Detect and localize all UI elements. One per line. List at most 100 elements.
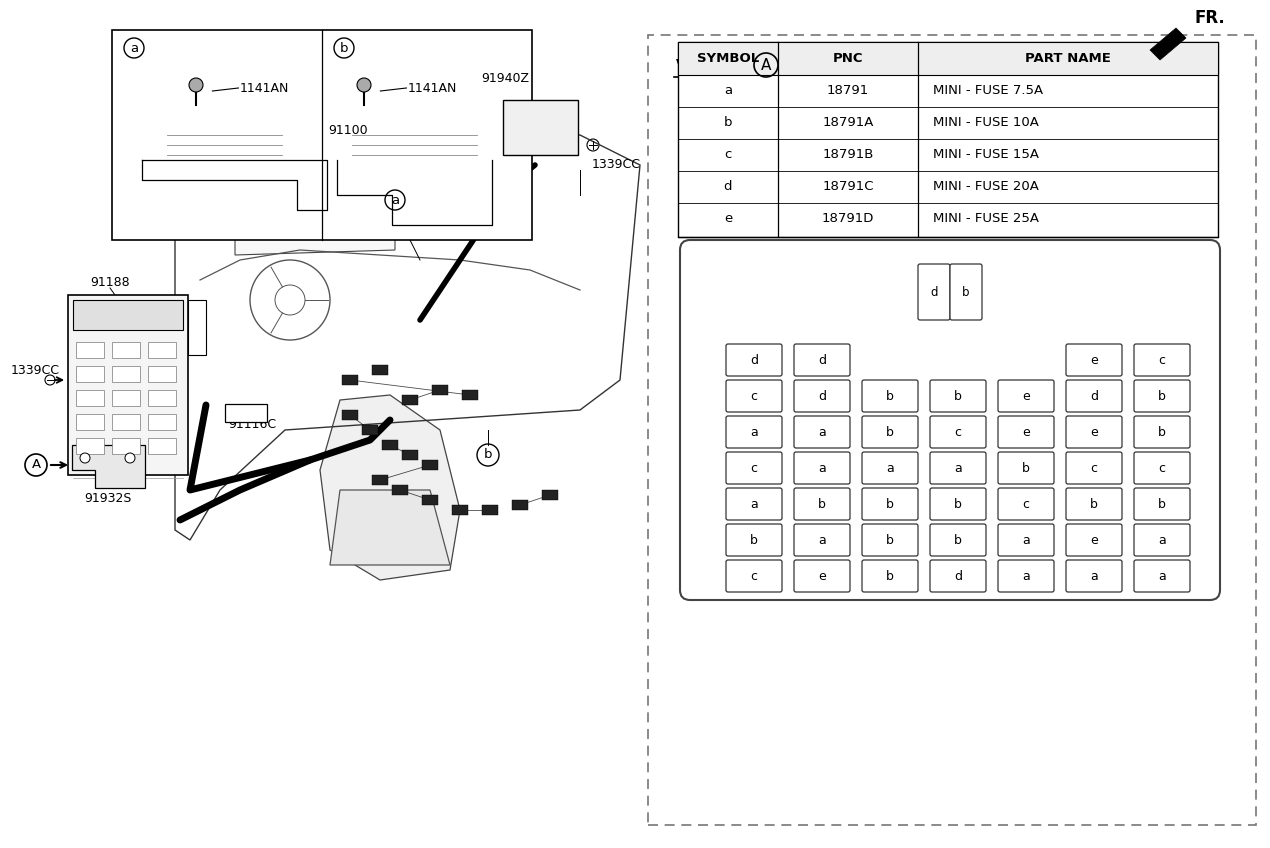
FancyBboxPatch shape	[794, 488, 850, 520]
FancyBboxPatch shape	[1134, 452, 1190, 484]
Circle shape	[189, 78, 203, 92]
Bar	[342, 410, 358, 420]
FancyBboxPatch shape	[930, 560, 986, 592]
Bar	[483, 505, 498, 515]
FancyBboxPatch shape	[726, 452, 782, 484]
Polygon shape	[320, 395, 460, 580]
Text: b: b	[886, 389, 894, 403]
Polygon shape	[235, 168, 395, 255]
Text: A: A	[761, 58, 771, 72]
Text: b: b	[484, 449, 493, 461]
Text: a: a	[391, 193, 399, 207]
Text: c: c	[1158, 461, 1166, 475]
Polygon shape	[1151, 28, 1186, 60]
FancyBboxPatch shape	[950, 264, 982, 320]
Text: MINI - FUSE 15A: MINI - FUSE 15A	[933, 148, 1039, 161]
Circle shape	[357, 78, 371, 92]
Bar	[188, 300, 206, 355]
Text: d: d	[1090, 389, 1099, 403]
Text: a: a	[130, 42, 138, 54]
FancyBboxPatch shape	[1134, 524, 1190, 556]
Bar	[503, 100, 578, 155]
FancyBboxPatch shape	[998, 452, 1054, 484]
Text: SYMBOL: SYMBOL	[697, 52, 759, 65]
Text: d: d	[818, 389, 826, 403]
Bar	[372, 365, 389, 375]
FancyBboxPatch shape	[726, 344, 782, 376]
Text: 1339CC: 1339CC	[10, 364, 60, 377]
Bar	[678, 42, 1218, 237]
Bar	[392, 485, 408, 495]
Bar	[76, 438, 104, 454]
Text: d: d	[724, 181, 733, 193]
Text: PART NAME: PART NAME	[1025, 52, 1111, 65]
Bar	[403, 450, 418, 460]
Text: e: e	[724, 213, 732, 226]
FancyBboxPatch shape	[862, 560, 918, 592]
FancyBboxPatch shape	[726, 524, 782, 556]
Bar	[112, 30, 532, 240]
FancyBboxPatch shape	[679, 240, 1220, 600]
Text: ▮: ▮	[244, 410, 248, 416]
Bar	[462, 390, 478, 400]
Text: d: d	[751, 354, 758, 366]
Text: c: c	[1158, 354, 1166, 366]
FancyBboxPatch shape	[1066, 452, 1121, 484]
Text: c: c	[1022, 498, 1030, 510]
Bar	[382, 440, 398, 450]
Bar	[112, 438, 140, 454]
FancyBboxPatch shape	[862, 488, 918, 520]
Text: a: a	[818, 461, 826, 475]
Bar	[403, 395, 418, 405]
FancyBboxPatch shape	[930, 524, 986, 556]
Text: b: b	[1158, 389, 1166, 403]
Text: MINI - FUSE 10A: MINI - FUSE 10A	[933, 116, 1039, 130]
Circle shape	[124, 453, 135, 463]
Bar	[149, 342, 177, 358]
Text: 91932S: 91932S	[84, 492, 132, 505]
Text: b: b	[340, 42, 348, 54]
Text: b: b	[1158, 498, 1166, 510]
Text: b: b	[886, 426, 894, 438]
Bar	[342, 375, 358, 385]
Bar	[372, 475, 389, 485]
Text: A: A	[32, 459, 41, 471]
Bar	[149, 366, 177, 382]
Bar	[678, 75, 1218, 107]
FancyBboxPatch shape	[1066, 560, 1121, 592]
FancyBboxPatch shape	[862, 380, 918, 412]
Text: 1339CC: 1339CC	[592, 159, 641, 171]
Text: MINI - FUSE 20A: MINI - FUSE 20A	[933, 181, 1039, 193]
Text: e: e	[1090, 354, 1097, 366]
FancyBboxPatch shape	[862, 524, 918, 556]
Text: PNC: PNC	[833, 52, 864, 65]
Text: 91116C: 91116C	[227, 419, 276, 432]
Text: c: c	[1091, 461, 1097, 475]
FancyBboxPatch shape	[794, 416, 850, 448]
FancyBboxPatch shape	[794, 560, 850, 592]
Text: b: b	[954, 389, 961, 403]
Text: b: b	[954, 533, 961, 546]
Text: b: b	[751, 533, 758, 546]
Text: a: a	[818, 533, 826, 546]
Bar	[112, 366, 140, 382]
FancyBboxPatch shape	[998, 416, 1054, 448]
Bar	[678, 203, 1218, 235]
Text: a: a	[1022, 570, 1030, 583]
Text: a: a	[1158, 570, 1166, 583]
Bar	[648, 35, 1256, 825]
Text: c: c	[751, 570, 757, 583]
FancyBboxPatch shape	[1134, 416, 1190, 448]
FancyBboxPatch shape	[726, 560, 782, 592]
Text: b: b	[1090, 498, 1099, 510]
FancyBboxPatch shape	[794, 524, 850, 556]
FancyBboxPatch shape	[1066, 416, 1121, 448]
Text: 18791B: 18791B	[822, 148, 874, 161]
FancyBboxPatch shape	[794, 452, 850, 484]
Bar	[72, 300, 183, 330]
Text: c: c	[955, 426, 961, 438]
Bar	[149, 414, 177, 430]
Bar	[76, 390, 104, 406]
Text: a: a	[886, 461, 894, 475]
Bar	[452, 505, 469, 515]
